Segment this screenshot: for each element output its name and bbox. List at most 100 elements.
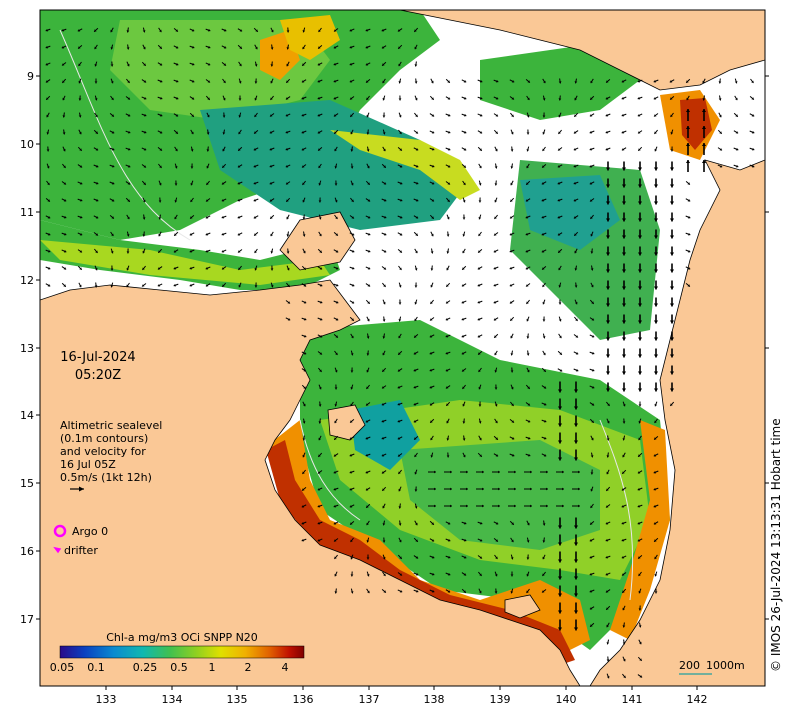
colorbar-tick-0.25: 0.25 [133, 661, 158, 674]
velocity-arrowhead-950 [511, 522, 514, 525]
velocity-arrowhead-710 [413, 352, 417, 355]
velocity-arrowhead-440 [302, 217, 306, 220]
velocity-arrowhead-161 [751, 97, 754, 100]
velocity-arrowhead-977 [573, 542, 579, 546]
velocity-arrowhead-1014 [494, 573, 498, 577]
velocity-arrowhead-646 [558, 302, 562, 305]
velocity-arrowhead-1028 [383, 590, 386, 593]
velocity-arrowhead-112 [686, 80, 689, 83]
velocity-arrowhead-401 [334, 200, 338, 203]
velocity-arrowhead-1011 [447, 572, 451, 576]
velocity-arrowhead-761 [462, 386, 465, 389]
velocity-arrowhead-855 [463, 454, 466, 458]
velocity-arrowhead-317 [367, 165, 370, 169]
velocity-arrowhead-792 [573, 406, 579, 410]
chl-coast-red [266, 440, 575, 665]
velocity-arrowhead-70 [398, 63, 401, 67]
velocity-arrowhead-492 [478, 233, 481, 236]
velocity-arrowhead-1029 [399, 590, 403, 593]
velocity-arrowhead-14 [271, 29, 274, 33]
velocity-arrowhead-1054 [590, 624, 593, 627]
velocity-arrowhead-649 [605, 303, 611, 307]
velocity-arrowhead-812 [511, 420, 514, 423]
velocity-arrowhead-953 [557, 525, 563, 529]
velocity-arrowhead-77 [127, 80, 130, 83]
velocity-arrowhead-252 [46, 149, 50, 152]
velocity-arrowhead-377 [605, 184, 611, 188]
velocity-arrowhead-946 [447, 522, 451, 525]
velocity-arrowhead-868 [302, 471, 305, 474]
velocity-arrowhead-955 [590, 522, 593, 525]
velocity-arrowhead-508 [79, 250, 82, 253]
velocity-arrowhead-412 [510, 199, 513, 202]
velocity-arrowhead-68 [365, 63, 369, 66]
velocity-arrowhead-988 [415, 556, 419, 559]
velocity-arrowhead-741 [527, 369, 530, 373]
velocity-arrowhead-1026 [350, 591, 354, 594]
velocity-arrowhead-984 [350, 557, 354, 560]
velocity-arrowhead-754 [350, 387, 354, 390]
colorbar-gradient [59, 645, 305, 659]
velocity-arrowhead-132 [285, 97, 289, 100]
velocity-arrowhead-454 [525, 215, 529, 219]
velocity-arrowhead-543 [637, 252, 643, 256]
velocity-arrowhead-552 [126, 268, 130, 271]
velocity-arrowhead-606 [336, 283, 339, 287]
velocity-arrowhead-573 [462, 267, 465, 270]
velocity-arrowhead-547 [47, 266, 51, 270]
velocity-arrowhead-975 [542, 540, 546, 543]
velocity-arrowhead-369 [478, 183, 482, 186]
velocity-arrowhead-95 [414, 81, 418, 84]
velocity-arrowhead-90 [333, 79, 336, 83]
velocity-arrowhead-453 [510, 216, 513, 219]
velocity-arrowhead-462 [653, 218, 659, 222]
velocity-arrowhead-736 [445, 369, 449, 372]
velocity-arrowhead-96 [431, 80, 434, 84]
chl-east-teal [520, 175, 620, 250]
velocity-arrowhead-25 [61, 46, 65, 49]
velocity-arrowhead-266 [269, 147, 273, 151]
velocity-arrowhead-510 [110, 251, 114, 254]
colorbar-tick-0.1: 0.1 [87, 661, 105, 674]
velocity-arrowhead-491 [462, 234, 466, 237]
velocity-arrowhead-144 [480, 96, 483, 100]
velocity-arrowhead-431 [158, 217, 162, 220]
velocity-arrowhead-484 [351, 233, 355, 236]
velocity-arrowhead-455 [541, 215, 544, 219]
lon-tick-142: 142 [687, 693, 708, 706]
velocity-arrowhead-511 [126, 251, 130, 254]
velocity-arrowhead-43 [349, 45, 353, 49]
velocity-arrowhead-4 [110, 29, 113, 33]
velocity-arrowhead-464 [687, 215, 691, 219]
velocity-arrowhead-50 [78, 63, 81, 66]
velocity-arrowhead-811 [495, 420, 498, 424]
velocity-arrowhead-833 [479, 437, 482, 441]
velocity-arrowhead-381 [669, 184, 675, 188]
velocity-arrowhead-762 [478, 387, 482, 390]
velocity-arrowhead-604 [303, 284, 307, 287]
velocity-arrowhead-439 [286, 216, 289, 220]
velocity-arrowhead-773 [653, 388, 659, 392]
velocity-arrowhead-583 [621, 269, 627, 273]
velocity-arrowhead-181 [350, 114, 353, 117]
velocity-arrowhead-755 [366, 386, 369, 389]
velocity-arrowhead-239 [558, 131, 561, 134]
velocity-arrowhead-438 [270, 216, 273, 219]
velocity-arrowhead-193 [542, 115, 546, 118]
velocity-arrowhead-827 [381, 436, 385, 440]
velocity-arrowhead-30 [143, 46, 146, 50]
velocity-arrowhead-777 [334, 404, 338, 407]
velocity-arrowhead-299 [79, 165, 83, 168]
velocity-arrowhead-884 [562, 470, 564, 474]
velocity-arrowhead-100 [495, 79, 499, 83]
velocity-arrowhead-152 [605, 97, 609, 100]
velocity-arrowhead-1005 [350, 574, 354, 577]
velocity-arrowhead-648 [591, 301, 594, 304]
velocity-arrowhead-922 [434, 504, 436, 508]
velocity-arrowhead-226 [350, 131, 353, 135]
velocity-arrowhead-1051 [638, 608, 642, 611]
velocity-arrowhead-936 [653, 504, 657, 508]
velocity-arrowhead-954 [573, 525, 579, 529]
velocity-arrowhead-273 [383, 148, 386, 152]
lon-tick-141: 141 [622, 693, 643, 706]
